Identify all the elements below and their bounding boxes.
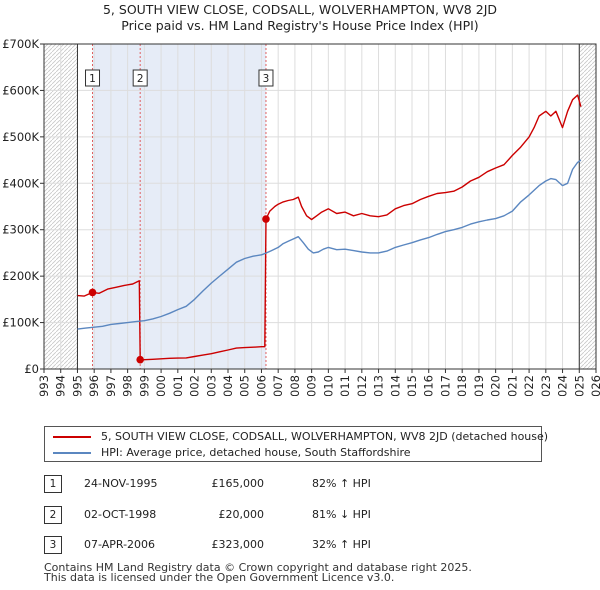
x-tick-label: 2023 — [539, 375, 553, 396]
transaction-hpi: 82% ↑ HPI — [312, 477, 371, 490]
x-tick-label: 2014 — [388, 375, 402, 396]
legend-swatch-hpi — [53, 452, 91, 454]
sale-label-box — [132, 69, 148, 87]
plot-frame — [43, 43, 597, 370]
x-tick-label: 2022 — [522, 375, 536, 396]
y-tick-label: £200K — [2, 269, 39, 283]
x-tick-label: 2010 — [321, 375, 335, 396]
hatched-region — [579, 44, 596, 369]
legend-item-property: 5, SOUTH VIEW CLOSE, CODSALL, WOLVERHAMP… — [53, 429, 548, 445]
y-tick-label: £700K — [2, 37, 39, 51]
sale-label-text: 2 — [137, 73, 144, 85]
legend-swatch-property — [53, 436, 91, 438]
x-tick-label: 1995 — [70, 375, 84, 396]
x-tick-label: 2019 — [472, 375, 486, 396]
transaction-price: £323,000 — [211, 538, 265, 551]
x-tick-label: 2008 — [288, 375, 302, 396]
x-tick-label: 2000 — [154, 375, 168, 396]
sale-point-2 — [136, 355, 144, 364]
y-tick-label: £100K — [2, 316, 39, 330]
transaction-price: £165,000 — [211, 477, 265, 490]
footer-copyright: Contains HM Land Registry data © Crown c… — [44, 561, 472, 574]
footer-licence: This data is licensed under the Open Gov… — [44, 571, 395, 584]
transaction-badge: 2 — [44, 506, 62, 524]
x-tick-label: 2003 — [204, 375, 218, 396]
x-tick-label: 1993 — [37, 375, 51, 396]
transaction-date: 07-APR-2006 — [84, 538, 156, 551]
hpi-series-line — [77, 159, 582, 330]
y-tick-label: £0 — [24, 362, 39, 376]
legend: 5, SOUTH VIEW CLOSE, CODSALL, WOLVERHAMP… — [44, 426, 548, 462]
x-tick-label: 2018 — [455, 375, 469, 396]
x-tick-label: 2016 — [422, 375, 436, 396]
transaction-date: 02-OCT-1998 — [84, 508, 157, 521]
legend-label-hpi: HPI: Average price, detached house, Sout… — [101, 446, 411, 459]
x-tick-label: 2007 — [271, 375, 285, 396]
y-tick-label: £400K — [2, 176, 39, 190]
y-tick-label: £500K — [2, 130, 39, 144]
x-tick-label: 2015 — [405, 375, 419, 396]
y-tick-label: £300K — [2, 223, 39, 237]
x-tick-label: 2002 — [188, 375, 202, 396]
y-tick-label: £600K — [2, 83, 39, 97]
transaction-date: 24-NOV-1995 — [84, 477, 158, 490]
transaction-hpi: 81% ↓ HPI — [312, 508, 371, 521]
x-tick-label: 2017 — [438, 375, 452, 396]
x-tick-label: 2011 — [338, 375, 352, 396]
x-tick-label: 2021 — [505, 375, 519, 396]
x-tick-label: 2026 — [589, 375, 600, 396]
x-tick-label: 2012 — [355, 375, 369, 396]
transaction-hpi: 32% ↑ HPI — [312, 538, 371, 551]
sale-label-box — [85, 69, 101, 87]
property-series-line — [77, 94, 582, 361]
x-tick-label: 2013 — [372, 375, 386, 396]
chart-title: 5, SOUTH VIEW CLOSE, CODSALL, WOLVERHAMP… — [102, 2, 498, 17]
x-tick-label: 2001 — [171, 375, 185, 396]
x-tick-label: 2004 — [221, 375, 235, 396]
x-tick-label: 1998 — [121, 375, 135, 396]
sale-label-text: 1 — [89, 73, 96, 85]
x-tick-label: 1999 — [137, 375, 151, 396]
x-tick-label: 2020 — [489, 375, 503, 396]
transaction-price: £20,000 — [218, 508, 265, 521]
price-chart: £0 £100K £200K £300K £400K £500K £600K £700K 199… — [2, 37, 600, 396]
x-tick-label: 2005 — [238, 375, 252, 396]
sale-label-text: 3 — [263, 73, 270, 85]
x-tick-label: 2024 — [556, 375, 570, 396]
chart-subtitle: Price paid vs. HM Land Registry's House … — [121, 18, 479, 33]
sale-point-3 — [262, 215, 270, 223]
legend-item-hpi: HPI: Average price, detached house, Sout… — [53, 445, 411, 461]
x-tick-label: 1996 — [87, 375, 101, 396]
sale-point-1 — [88, 288, 97, 297]
x-tick-label: 1994 — [54, 375, 68, 396]
ownership-shade — [92, 44, 266, 369]
x-tick-label: 2006 — [254, 375, 268, 396]
legend-label-property: 5, SOUTH VIEW CLOSE, CODSALL, WOLVERHAMP… — [101, 430, 549, 443]
transaction-badge: 1 — [44, 475, 62, 493]
x-tick-label: 2025 — [572, 375, 586, 396]
x-tick-label: 2009 — [305, 375, 319, 396]
transaction-badge: 3 — [44, 536, 62, 554]
sale-label-box — [258, 69, 274, 87]
x-tick-label: 1997 — [104, 375, 118, 396]
